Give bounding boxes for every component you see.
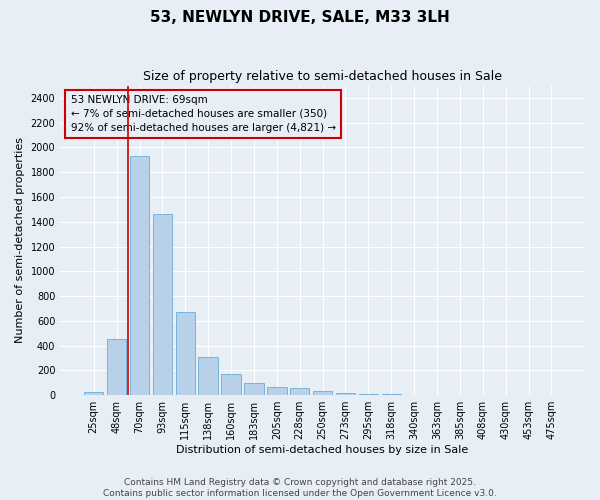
Bar	[290, 388, 310, 395]
Text: 53 NEWLYN DRIVE: 69sqm
← 7% of semi-detached houses are smaller (350)
92% of sem: 53 NEWLYN DRIVE: 69sqm ← 7% of semi-deta…	[71, 95, 336, 133]
Text: 53, NEWLYN DRIVE, SALE, M33 3LH: 53, NEWLYN DRIVE, SALE, M33 3LH	[150, 10, 450, 25]
Bar	[336, 392, 355, 395]
Bar	[84, 392, 103, 395]
Bar	[221, 374, 241, 395]
Bar	[199, 358, 218, 395]
Bar	[313, 390, 332, 395]
Bar	[152, 214, 172, 395]
X-axis label: Distribution of semi-detached houses by size in Sale: Distribution of semi-detached houses by …	[176, 445, 469, 455]
Bar	[267, 387, 287, 395]
Bar	[359, 394, 378, 395]
Text: Contains HM Land Registry data © Crown copyright and database right 2025.
Contai: Contains HM Land Registry data © Crown c…	[103, 478, 497, 498]
Bar	[382, 394, 401, 395]
Title: Size of property relative to semi-detached houses in Sale: Size of property relative to semi-detach…	[143, 70, 502, 83]
Bar	[176, 312, 195, 395]
Bar	[244, 383, 263, 395]
Bar	[130, 156, 149, 395]
Bar	[107, 340, 127, 395]
Y-axis label: Number of semi-detached properties: Number of semi-detached properties	[15, 138, 25, 344]
